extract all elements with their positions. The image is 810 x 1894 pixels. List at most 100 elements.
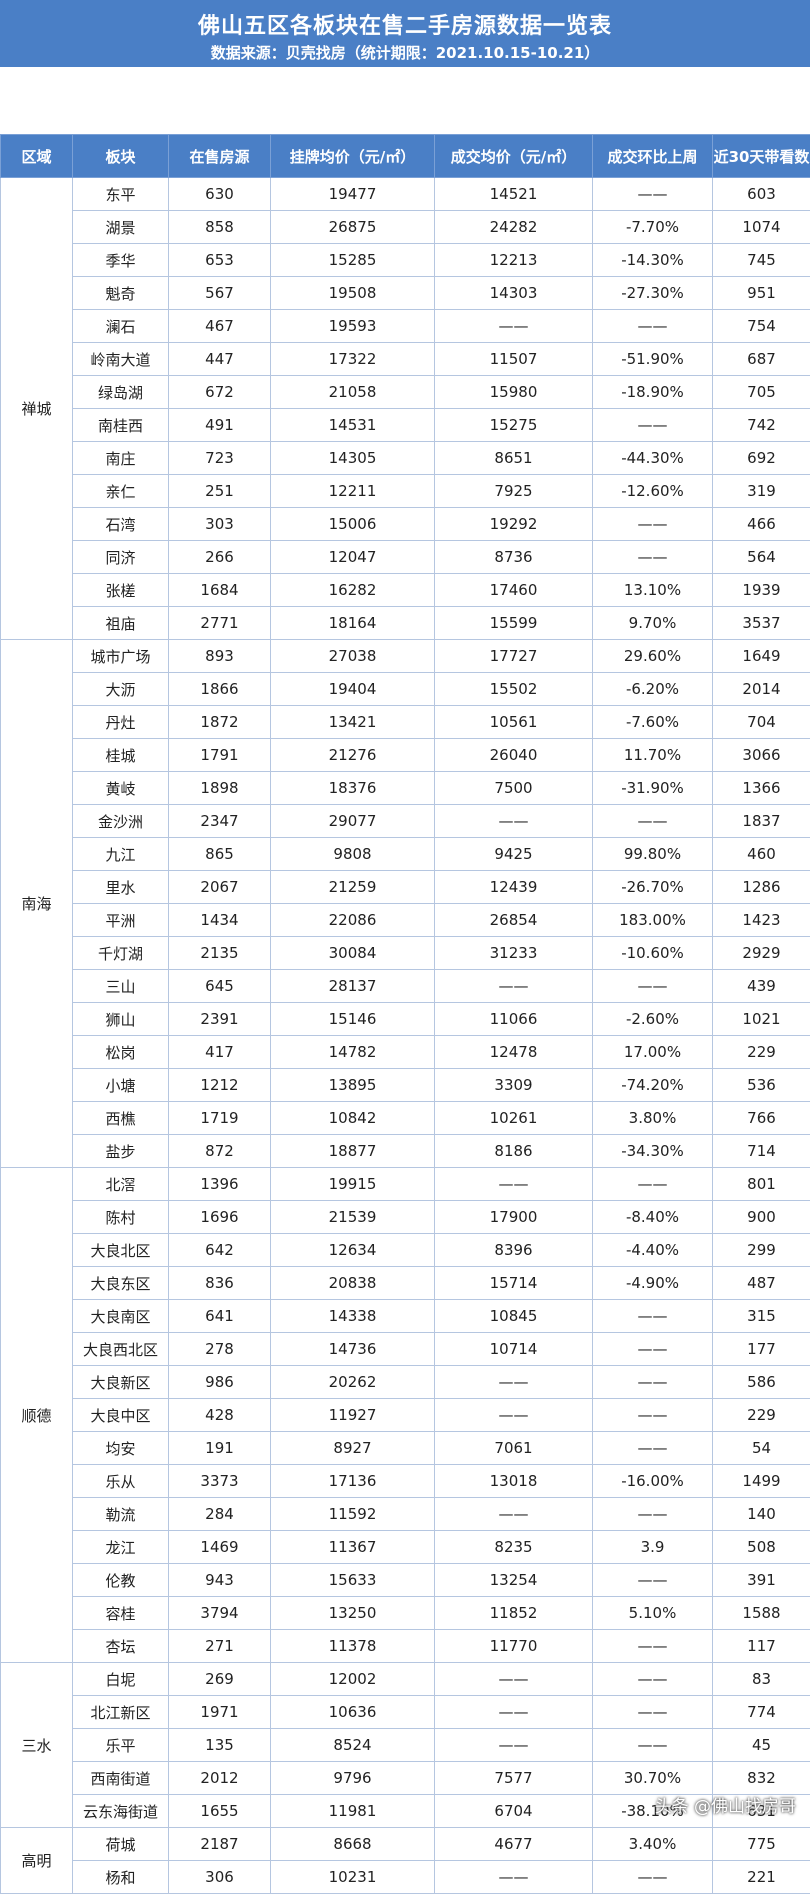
table-cell: 21276: [271, 739, 435, 772]
table-cell: 22086: [271, 904, 435, 937]
table-cell: 271: [169, 1630, 271, 1663]
table-cell: 12002: [271, 1663, 435, 1696]
table-cell: 10636: [271, 1696, 435, 1729]
table-cell: ——: [435, 1168, 593, 1201]
table-cell: 1684: [169, 574, 271, 607]
table-cell: 亲仁: [73, 475, 169, 508]
table-cell: 19292: [435, 508, 593, 541]
table-cell: 白坭: [73, 1663, 169, 1696]
table-cell: 九江: [73, 838, 169, 871]
table-cell: 12047: [271, 541, 435, 574]
table-cell: 858: [169, 211, 271, 244]
table-cell: 586: [713, 1366, 810, 1399]
table-cell: 6704: [435, 1795, 593, 1828]
table-cell: 岭南大道: [73, 343, 169, 376]
table-cell: 18877: [271, 1135, 435, 1168]
table-cell: 135: [169, 1729, 271, 1762]
table-cell: 乐平: [73, 1729, 169, 1762]
table-cell: ——: [435, 1861, 593, 1894]
table-cell: 836: [169, 1267, 271, 1300]
table-cell: 17900: [435, 1201, 593, 1234]
table-cell: 306: [169, 1861, 271, 1894]
table-cell: 9796: [271, 1762, 435, 1795]
table-cell: 11592: [271, 1498, 435, 1531]
table-cell: 1286: [713, 871, 810, 904]
table-cell: 9808: [271, 838, 435, 871]
table-cell: 801: [713, 1168, 810, 1201]
table-cell: 15146: [271, 1003, 435, 1036]
table-cell: 315: [713, 1300, 810, 1333]
table-cell: 北滘: [73, 1168, 169, 1201]
table-cell: 里水: [73, 871, 169, 904]
table-cell: 15275: [435, 409, 593, 442]
table-cell: ——: [593, 970, 713, 1003]
table-cell: 417: [169, 1036, 271, 1069]
table-cell: 742: [713, 409, 810, 442]
table-cell: 1655: [169, 1795, 271, 1828]
table-cell: 14521: [435, 178, 593, 211]
table-cell: -6.20%: [593, 673, 713, 706]
table-cell: 1021: [713, 1003, 810, 1036]
table-cell: 641: [169, 1300, 271, 1333]
table-cell: -27.30%: [593, 277, 713, 310]
table-cell: 3794: [169, 1597, 271, 1630]
table-cell: 191: [169, 1432, 271, 1465]
table-cell: 30084: [271, 937, 435, 970]
table-cell: 14531: [271, 409, 435, 442]
table-cell: 7061: [435, 1432, 593, 1465]
page-title: 佛山五区各板块在售二手房源数据一览表: [0, 0, 810, 40]
table-cell: 19404: [271, 673, 435, 706]
table-cell: -4.90%: [593, 1267, 713, 1300]
column-header: 成交环比上周: [593, 135, 713, 178]
table-cell: 1791: [169, 739, 271, 772]
table-cell: 黄岐: [73, 772, 169, 805]
column-header: 区域: [1, 135, 73, 178]
table-cell: 8235: [435, 1531, 593, 1564]
table-cell: 陈村: [73, 1201, 169, 1234]
table-cell: 1469: [169, 1531, 271, 1564]
table-cell: 平洲: [73, 904, 169, 937]
table-cell: 19477: [271, 178, 435, 211]
table-cell: 20838: [271, 1267, 435, 1300]
table-cell: ——: [593, 310, 713, 343]
table-cell: ——: [435, 1498, 593, 1531]
table-cell: ——: [435, 970, 593, 1003]
table-cell: 城市广场: [73, 640, 169, 673]
table-cell: 15633: [271, 1564, 435, 1597]
table-cell: 15714: [435, 1267, 593, 1300]
table-cell: 12213: [435, 244, 593, 277]
table-cell: 1696: [169, 1201, 271, 1234]
table-cell: ——: [593, 1564, 713, 1597]
table-cell: 177: [713, 1333, 810, 1366]
table-cell: 11981: [271, 1795, 435, 1828]
table-cell: 723: [169, 442, 271, 475]
table-cell: 1872: [169, 706, 271, 739]
table-cell: 603: [713, 178, 810, 211]
table-cell: -14.30%: [593, 244, 713, 277]
table-cell: 487: [713, 1267, 810, 1300]
table-cell: 642: [169, 1234, 271, 1267]
table-cell: 10261: [435, 1102, 593, 1135]
table-cell: 12439: [435, 871, 593, 904]
table-cell: 桂城: [73, 739, 169, 772]
table-cell: 伦教: [73, 1564, 169, 1597]
column-header: 成交均价（元/㎡）: [435, 135, 593, 178]
table-cell: 943: [169, 1564, 271, 1597]
table-cell: 117: [713, 1630, 810, 1663]
column-header-row: 区域板块在售房源挂牌均价（元/㎡）成交均价（元/㎡）成交环比上周近30天带看数: [1, 135, 810, 178]
table-cell: 11852: [435, 1597, 593, 1630]
table-cell: 16282: [271, 574, 435, 607]
table-cell: 229: [713, 1036, 810, 1069]
table-cell: 19593: [271, 310, 435, 343]
